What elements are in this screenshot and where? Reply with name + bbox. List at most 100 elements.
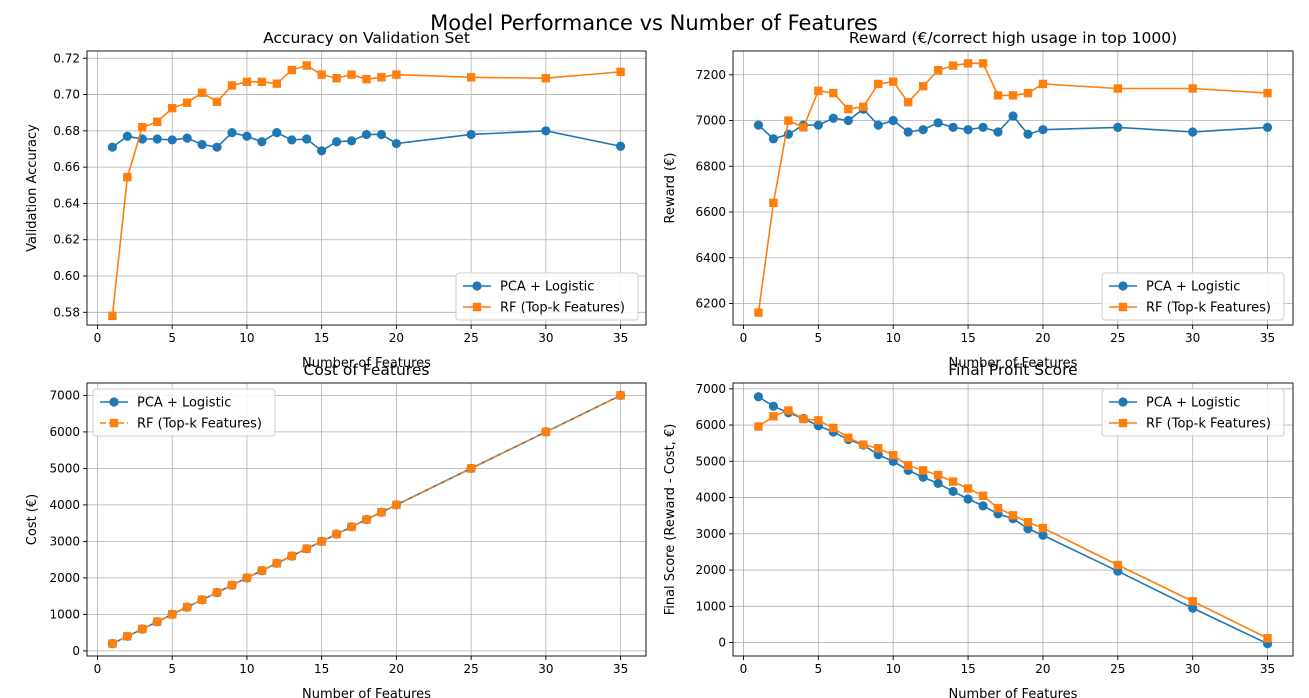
y-tick-label: 7000 — [695, 114, 726, 128]
data-point — [138, 624, 147, 634]
y-tick-label: 0.70 — [53, 88, 80, 102]
legend: PCA + Logistic RF (Top-k Features) — [1101, 388, 1285, 437]
data-point — [933, 478, 943, 489]
y-tick-label: 4000 — [49, 498, 80, 512]
data-point — [616, 391, 625, 400]
y-axis-label: Reward (€) — [663, 153, 678, 224]
legend-box — [1101, 388, 1285, 437]
legend-marker — [1118, 281, 1128, 291]
data-point — [362, 74, 371, 84]
data-point — [272, 128, 282, 138]
data-point — [1023, 524, 1033, 534]
data-point — [108, 311, 117, 321]
x-axis-label: Number of Features — [302, 356, 431, 371]
data-point — [918, 472, 928, 482]
data-point — [332, 137, 342, 147]
legend-marker — [1118, 302, 1128, 312]
y-tick-label: 0.60 — [53, 269, 80, 283]
data-point — [993, 127, 1003, 137]
axes-frame — [86, 50, 647, 326]
data-point — [107, 142, 118, 152]
data-point — [317, 537, 326, 546]
legend: PCA + Logistic RF (Top-k Features) — [1101, 272, 1285, 321]
x-tick-label: 30 — [538, 662, 553, 676]
data-point — [933, 118, 943, 128]
x-tick-label: 10 — [886, 662, 901, 676]
axes-frame — [732, 382, 1294, 657]
data-point — [541, 427, 551, 437]
x-tick-label: 20 — [389, 331, 404, 345]
data-point — [1008, 511, 1018, 520]
data-point — [769, 198, 778, 208]
series-pca-logistic — [107, 126, 626, 156]
data-point — [963, 484, 973, 493]
series-rf-topk — [108, 391, 625, 648]
legend-label: PCA + Logistic — [1146, 280, 1240, 295]
y-tick-label: 0.72 — [53, 51, 80, 65]
x-tick-label: 35 — [1260, 331, 1275, 345]
data-point — [873, 450, 883, 460]
subplot-3: 0 5 10 15 20 25 30 35 0 1000 2000 3000 4000 5000 6000 7… — [25, 361, 647, 698]
x-tick-label: 15 — [960, 662, 975, 676]
data-point — [122, 131, 132, 141]
data-point — [1038, 523, 1048, 533]
data-point — [153, 117, 162, 126]
data-point — [769, 412, 778, 421]
y-tick-label: 0.64 — [53, 196, 80, 210]
data-point — [361, 129, 372, 140]
data-point — [888, 115, 898, 126]
x-tick-label: 10 — [239, 662, 254, 676]
data-point — [844, 104, 853, 114]
y-axis-label: Cost (€) — [25, 494, 40, 545]
data-point — [287, 65, 296, 75]
figure-title: Model Performance vs Number of Features — [430, 11, 878, 35]
data-point — [1113, 122, 1123, 132]
data-point — [332, 74, 341, 83]
y-tick-label: 2000 — [695, 563, 726, 577]
data-point — [272, 79, 282, 88]
legend-box — [455, 272, 639, 321]
subplot-title: Accuracy on Validation Set — [263, 29, 470, 47]
axes-frame — [86, 382, 647, 657]
data-point — [874, 444, 883, 453]
data-point — [302, 544, 311, 553]
y-tick-label: 0.62 — [53, 233, 80, 247]
y-tick-label: 5000 — [695, 454, 726, 468]
x-tick-label: 15 — [314, 331, 329, 345]
data-point — [182, 602, 192, 612]
legend-marker — [472, 281, 482, 291]
data-point — [1188, 597, 1197, 606]
data-point — [814, 416, 823, 425]
y-tick-label: 3000 — [49, 534, 80, 548]
data-point — [347, 70, 356, 79]
data-point — [123, 172, 132, 182]
y-tick-label: 5000 — [49, 461, 80, 475]
data-point — [376, 129, 387, 140]
data-point — [182, 133, 192, 143]
data-point — [889, 450, 898, 460]
data-point — [753, 392, 764, 402]
x-tick-label: 0 — [740, 331, 748, 345]
data-point — [993, 503, 1003, 513]
subplots: 0 5 10 15 20 25 30 35 0.58 0.60 0.62 0.64 0.66 0.68 0.… — [25, 29, 1294, 698]
legend-marker — [109, 418, 119, 428]
data-point — [889, 77, 898, 86]
x-tick-label: 30 — [538, 331, 553, 345]
data-point — [918, 125, 928, 135]
data-point — [903, 461, 913, 470]
data-point — [1008, 91, 1018, 100]
data-point — [302, 61, 311, 70]
x-tick-label: 10 — [239, 331, 254, 345]
legend-box — [92, 388, 276, 437]
y-tick-label: 3000 — [695, 527, 726, 541]
data-point — [1188, 603, 1198, 613]
data-point — [167, 610, 177, 619]
y-tick-label: 0 — [718, 636, 726, 650]
data-point — [784, 406, 793, 415]
legend-marker — [1118, 418, 1128, 428]
data-point — [541, 126, 551, 136]
y-tick-label: 0.66 — [53, 160, 80, 174]
y-tick-label: 6000 — [695, 418, 726, 432]
y-tick-label: 0.68 — [53, 124, 80, 138]
y-tick-label: 1000 — [49, 607, 80, 621]
